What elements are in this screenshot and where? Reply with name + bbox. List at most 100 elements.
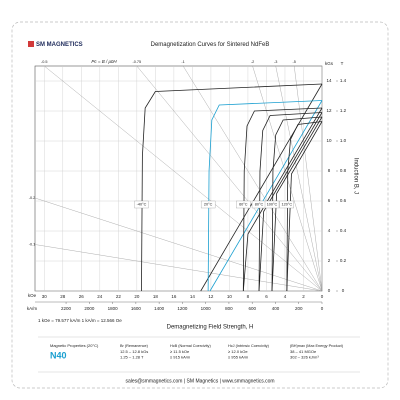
plot-frame bbox=[34, 65, 323, 292]
j-curve bbox=[207, 100, 323, 292]
y-axis-label: Induction B, J bbox=[352, 158, 358, 194]
x2-tick-label: 200 bbox=[295, 306, 303, 311]
x-tick-label: 22 bbox=[116, 294, 122, 299]
permeance-label: -3 bbox=[274, 60, 277, 64]
property-value: 38 – 41 MGOe bbox=[290, 349, 317, 354]
permeance-line bbox=[34, 197, 323, 292]
j-curve bbox=[258, 112, 323, 292]
y-unit: kGs bbox=[325, 61, 334, 66]
temp-label-box bbox=[134, 200, 149, 209]
y2-tick-label: 0 bbox=[342, 288, 345, 293]
temp-label-box bbox=[200, 200, 216, 209]
x2-tick-label: 1600 bbox=[131, 306, 142, 311]
x2-unit: kA/m bbox=[27, 306, 38, 311]
x-tick-label: 4 bbox=[284, 294, 287, 299]
x2-tick-label: 1800 bbox=[108, 306, 119, 311]
b-curve bbox=[271, 116, 323, 292]
permeance-label: -2 bbox=[251, 60, 254, 64]
x-tick-label: 18 bbox=[153, 294, 159, 299]
x-axis-label: Demagnetizing Field Strength, H bbox=[167, 325, 254, 331]
permeance-label: -0.5 bbox=[41, 60, 48, 64]
property-value: ≥ 955 kA/m bbox=[228, 355, 249, 360]
b-curve bbox=[209, 100, 323, 292]
conversion-note: 1 kOe = 79.577 kA/m 1 kA/m = 12.566 Oe bbox=[38, 318, 122, 323]
temp-label: 100°C bbox=[267, 203, 278, 207]
permeance-line bbox=[44, 65, 323, 292]
permeance-label: -0.75 bbox=[133, 60, 142, 64]
property-label: HcJ (Intrinsic Coercivity) bbox=[228, 344, 270, 348]
b-curve bbox=[286, 121, 323, 292]
temp-label-box bbox=[279, 200, 294, 209]
y-tick-label: 6 bbox=[328, 198, 331, 203]
j-curve bbox=[242, 107, 323, 292]
temp-label: -40°C bbox=[137, 203, 147, 207]
property-value: ≥ 11.5 kOe bbox=[170, 349, 190, 354]
temp-label-box bbox=[236, 200, 251, 209]
property-label: HcB (Normal Coercivity) bbox=[170, 344, 211, 348]
x2-tick-label: 1200 bbox=[177, 306, 188, 311]
x-tick-label: 2 bbox=[302, 294, 305, 299]
y-tick-label: 12 bbox=[326, 108, 332, 113]
x-tick-label: 12 bbox=[208, 294, 214, 299]
property-label: (BH)max (Max Energy Product) bbox=[290, 344, 344, 348]
y2-tick-label: 1.0 bbox=[340, 138, 347, 143]
grade: N40 bbox=[50, 350, 67, 360]
temp-label: 120°C bbox=[282, 203, 293, 207]
y-tick-label: 2 bbox=[328, 258, 331, 263]
x-tick-label: 20 bbox=[134, 294, 140, 299]
temp-label: 60°C bbox=[239, 203, 248, 207]
property-value: ≥ 915 kA/m bbox=[170, 355, 191, 360]
permeance-line bbox=[34, 244, 323, 292]
x2-tick-label: 400 bbox=[272, 306, 280, 311]
x2-tick-label: 800 bbox=[225, 306, 233, 311]
y-tick-label: 0 bbox=[328, 288, 331, 293]
x2-tick-label: 1400 bbox=[154, 306, 165, 311]
x-tick-label: 26 bbox=[79, 294, 85, 299]
x2-tick-label: 2000 bbox=[84, 306, 95, 311]
j-curve bbox=[271, 116, 323, 292]
properties-heading: Magnetic Properties (20°C) bbox=[50, 343, 99, 348]
temp-label: 20°C bbox=[204, 203, 213, 207]
x2-tick-label: 600 bbox=[248, 306, 256, 311]
x-tick-label: 8 bbox=[247, 294, 250, 299]
x-tick-label: 30 bbox=[42, 294, 48, 299]
j-curve bbox=[286, 121, 323, 292]
x-tick-label: 0 bbox=[321, 294, 324, 299]
x-unit: kOe bbox=[28, 293, 37, 298]
property-value: 12.5 – 12.8 kGs bbox=[120, 349, 148, 354]
page-border bbox=[11, 21, 389, 389]
b-curve bbox=[200, 83, 323, 292]
property-value: ≥ 12.0 kOe bbox=[228, 349, 248, 354]
property-label: Br (Remanence) bbox=[120, 344, 149, 348]
x-tick-label: 28 bbox=[60, 294, 66, 299]
x2-tick-label: 1000 bbox=[201, 306, 212, 311]
x2-tick-label: 2200 bbox=[61, 306, 72, 311]
y2-tick-label: 0.8 bbox=[340, 168, 347, 173]
temp-label-box bbox=[264, 200, 280, 209]
y-tick-label: 8 bbox=[328, 168, 331, 173]
permeance-label: -0.1 bbox=[29, 243, 36, 247]
b-curve bbox=[258, 112, 323, 292]
footer: sales@smmagnetics.com | SM Magnetics | w… bbox=[125, 378, 274, 384]
permeance-line bbox=[182, 65, 323, 292]
y2-tick-label: 0.6 bbox=[340, 198, 347, 203]
x-tick-label: 6 bbox=[265, 294, 268, 299]
logo: SM MAGNETICS bbox=[36, 42, 83, 48]
y-tick-label: 14 bbox=[326, 78, 332, 83]
b-curve bbox=[242, 107, 323, 292]
x-tick-label: 14 bbox=[190, 294, 196, 299]
permeance-label: -0.2 bbox=[29, 196, 36, 200]
y2-tick-label: 0.2 bbox=[340, 258, 347, 263]
y-tick-label: 4 bbox=[328, 228, 331, 233]
permeance-line bbox=[275, 65, 323, 292]
y2-tick-label: 1.4 bbox=[340, 78, 347, 83]
x-tick-label: 24 bbox=[97, 294, 103, 299]
property-value: 302 – 326 kJ/m³ bbox=[290, 355, 319, 360]
x-tick-label: 10 bbox=[227, 294, 233, 299]
permeance-line bbox=[294, 65, 323, 292]
x2-tick-label: 0 bbox=[321, 306, 324, 311]
permeance-label: -1 bbox=[181, 60, 184, 64]
logo-icon bbox=[28, 41, 34, 47]
y-tick-label: 10 bbox=[326, 138, 332, 143]
